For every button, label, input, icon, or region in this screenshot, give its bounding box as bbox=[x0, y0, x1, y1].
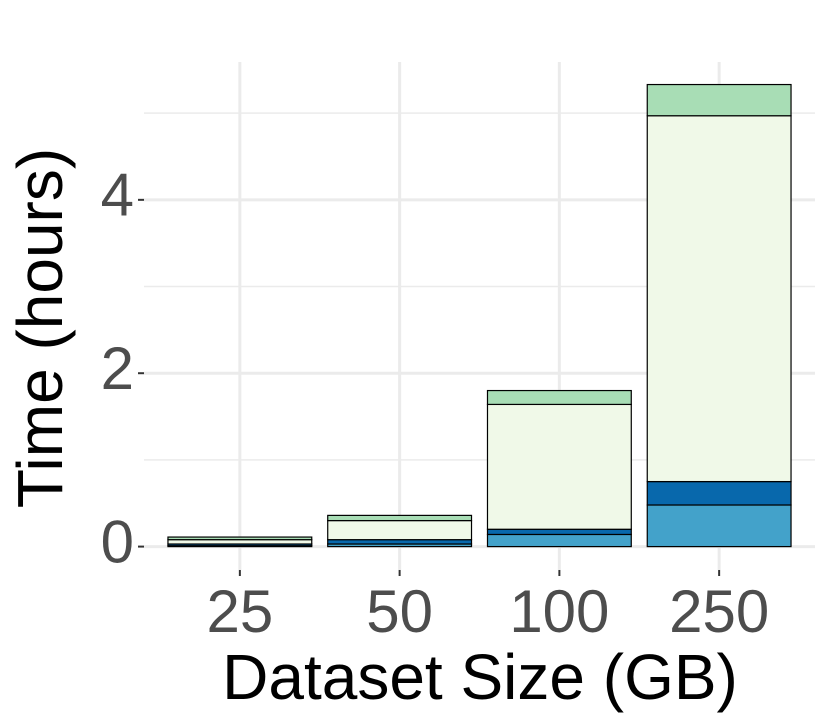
x-tick-label: 250 bbox=[669, 578, 769, 645]
bar-segment bbox=[486, 528, 632, 536]
x-axis-title: Dataset Size (GB) bbox=[222, 641, 738, 713]
y-tick-label: 0 bbox=[101, 508, 134, 575]
bar-segment bbox=[327, 539, 473, 545]
bar-segment bbox=[327, 514, 473, 522]
bar-segment bbox=[486, 533, 632, 548]
y-axis-title: Time (hours) bbox=[4, 148, 76, 508]
bar-segment bbox=[646, 504, 792, 548]
bar-segment bbox=[486, 389, 632, 406]
x-tick-label: 50 bbox=[366, 578, 433, 645]
bar-segment bbox=[646, 83, 792, 117]
y-tick-label: 2 bbox=[101, 335, 134, 402]
bar-segment bbox=[167, 539, 313, 545]
bar-segment bbox=[167, 536, 313, 541]
x-tick-label: 25 bbox=[206, 578, 273, 645]
bar-segment bbox=[327, 519, 473, 541]
y-tick-label: 4 bbox=[101, 162, 134, 229]
bar-segment bbox=[646, 115, 792, 483]
bar-segment bbox=[646, 480, 792, 506]
bar-segment bbox=[486, 403, 632, 530]
x-tick-label: 100 bbox=[509, 578, 609, 645]
